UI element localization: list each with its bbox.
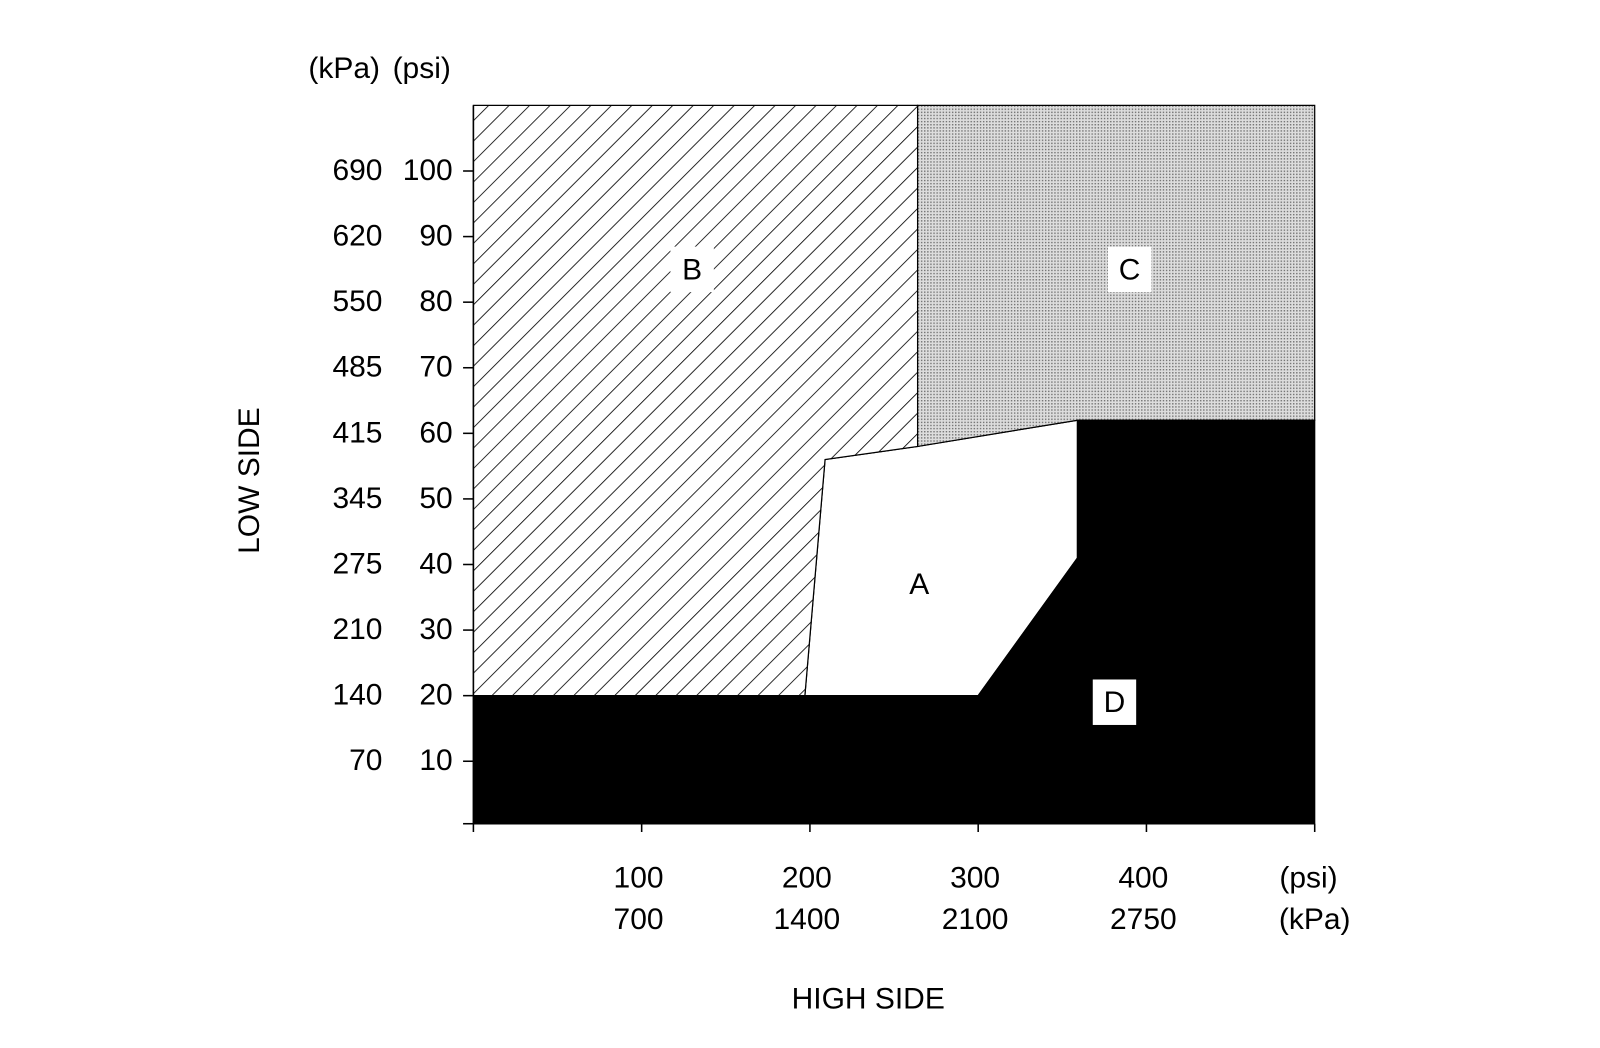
y-tick-label: 90	[419, 220, 452, 253]
x-tick-label-kpa: 700	[614, 903, 664, 936]
x-unit: (kPa)	[1279, 903, 1351, 936]
y-tick-label: 40	[419, 547, 452, 580]
y-tick-label-kpa: 275	[332, 547, 382, 580]
y-tick-label-kpa: 415	[332, 416, 382, 449]
y-tick-label: 80	[419, 285, 452, 318]
y-tick-label-kpa: 550	[332, 285, 382, 318]
label-box	[1107, 246, 1152, 293]
y-tick-label: 60	[419, 416, 452, 449]
y-tick-label: 20	[419, 679, 452, 712]
x-tick-label: 100	[614, 861, 664, 894]
y-tick-label: 30	[419, 613, 452, 646]
y-tick-label-kpa: 620	[332, 220, 382, 253]
x-tick-label-kpa: 2750	[1110, 903, 1177, 936]
x-tick-label: 300	[950, 861, 1000, 894]
y-tick-label-kpa: 690	[332, 154, 382, 187]
y-axis-title: LOW SIDE	[233, 407, 266, 554]
label-box	[1092, 679, 1137, 725]
y-tick-label: 100	[403, 154, 453, 187]
x-unit: (psi)	[1279, 861, 1337, 894]
x-axis-title: HIGH SIDE	[792, 982, 945, 1015]
x-tick-label: 400	[1118, 861, 1168, 894]
region-label: D	[1104, 686, 1126, 719]
y-tick-label-kpa: 345	[332, 482, 382, 515]
x-tick-label: 200	[782, 861, 832, 894]
y-tick-label-kpa: 140	[332, 679, 382, 712]
y-unit: (psi)	[393, 52, 451, 85]
y-tick-label-kpa: 70	[349, 744, 382, 777]
y-tick-label-kpa: 210	[332, 613, 382, 646]
region-label: A	[909, 568, 929, 601]
region-label: B	[682, 253, 702, 286]
y-tick-label: 70	[419, 351, 452, 384]
region-label: C	[1119, 253, 1141, 286]
x-tick-label-kpa: 1400	[773, 903, 840, 936]
label-box	[670, 246, 714, 293]
x-tick-label-kpa: 2100	[942, 903, 1009, 936]
y-tick-label-kpa: 485	[332, 351, 382, 384]
y-tick-label: 50	[419, 482, 452, 515]
y-tick-label: 10	[419, 744, 452, 777]
y-unit: (kPa)	[308, 52, 380, 85]
